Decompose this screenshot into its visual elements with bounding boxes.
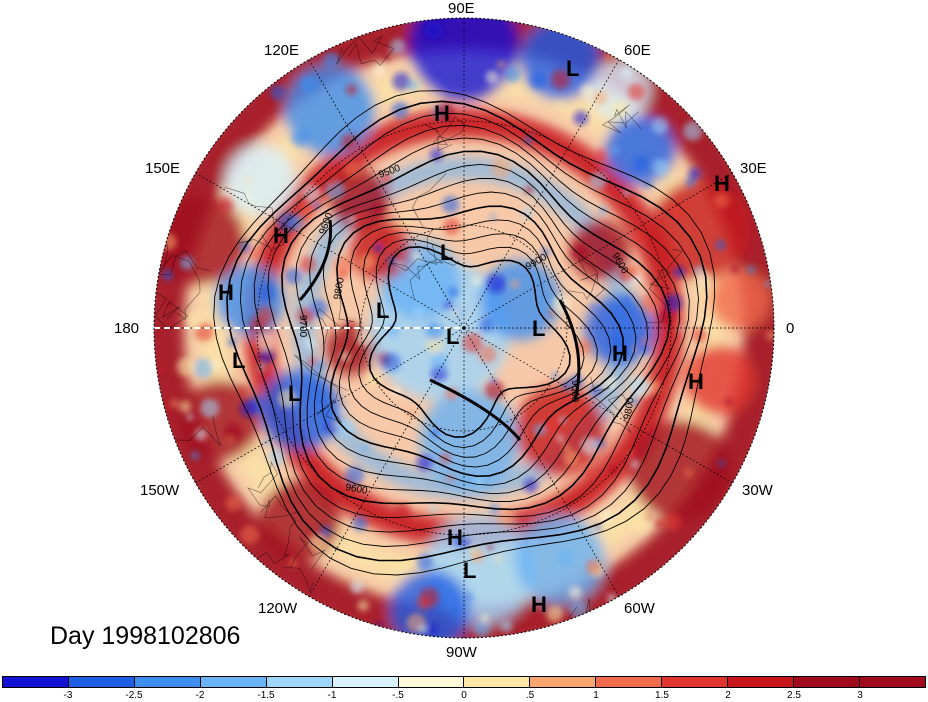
colorbar-cell: [200, 677, 267, 687]
map-title: Day 1998102806: [50, 622, 241, 650]
colorbar-tick-label: -3: [63, 690, 73, 701]
high-pressure-center: H: [612, 341, 628, 366]
high-pressure-center: H: [688, 369, 704, 394]
colorbar-cell: [134, 677, 201, 687]
low-pressure-center: L: [566, 56, 580, 81]
colorbar-cell: [464, 677, 531, 687]
colorbar-cell: [266, 677, 333, 687]
lon-label-60w: 60W: [624, 600, 655, 617]
colorbar-tick-label: .5: [525, 690, 535, 701]
lon-label-90w: 90W: [446, 644, 477, 661]
low-pressure-center: L: [446, 324, 460, 349]
colorbar-cell: [530, 677, 597, 687]
colorbar-tick-label: 2: [725, 690, 731, 701]
colorbar-tick-label: 1.5: [655, 690, 669, 701]
lon-label-90e: 90E: [448, 0, 475, 17]
colorbar-cell: [859, 677, 925, 687]
map-boundary: [153, 17, 775, 639]
high-pressure-center: H: [273, 223, 289, 248]
colorbar-cell: [794, 677, 860, 687]
lon-label-150e: 150E: [145, 160, 181, 177]
high-pressure-center: H: [434, 101, 450, 126]
high-pressure-center: H: [531, 592, 547, 617]
high-pressure-center: H: [447, 525, 463, 550]
lon-label-120w: 120W: [258, 600, 298, 617]
high-pressure-center: H: [218, 280, 234, 305]
low-pressure-center: L: [376, 298, 390, 323]
colorbar-tick-label: -1.5: [257, 690, 275, 701]
lon-label-30w: 30W: [742, 482, 773, 499]
contour-label: 9800: [622, 396, 637, 420]
contour-label: 9000: [569, 380, 580, 403]
colorbar-cell: [662, 677, 729, 687]
high-pressure-center: H: [714, 171, 730, 196]
low-pressure-center: L: [532, 316, 546, 341]
lon-label-0: 0: [786, 320, 795, 337]
colorbar-cell: [728, 677, 795, 687]
lon-label-150w: 150W: [140, 482, 180, 499]
colorbar-tick-label: 2.5: [787, 690, 801, 701]
colorbar-cell: [398, 677, 465, 687]
colorbar-tick-label: -2: [195, 690, 205, 701]
colorbar-tick-label: -1: [327, 690, 337, 701]
contour-label: 9700: [297, 315, 308, 338]
contour-label: 9600: [344, 482, 368, 497]
low-pressure-center: L: [288, 381, 302, 406]
colorbar-tick-label: -.5: [392, 690, 404, 701]
low-pressure-center: L: [232, 348, 246, 373]
lon-label-180: 180: [114, 320, 140, 337]
colorbar-cell: [68, 677, 135, 687]
lon-label-30e: 30E: [740, 160, 767, 177]
colorbar-cell: [332, 677, 399, 687]
graticule: [154, 18, 774, 638]
low-pressure-center: L: [463, 558, 477, 583]
lon-label-120e: 120E: [264, 42, 300, 59]
colorbar: [2, 676, 926, 688]
colorbar-tick-label: 3: [857, 690, 863, 701]
colorbar-tick-label: 1: [593, 690, 599, 701]
anomaly-field: [154, 18, 774, 638]
lon-label-60e: 60E: [624, 42, 651, 59]
colorbar-tick-label: -2.5: [125, 690, 143, 701]
contour-label: 9800: [332, 276, 347, 300]
colorbar-cell: [3, 677, 69, 687]
colorbar-tick-label: 0: [461, 690, 467, 701]
low-pressure-center: L: [440, 240, 454, 265]
colorbar-cell: [596, 677, 663, 687]
